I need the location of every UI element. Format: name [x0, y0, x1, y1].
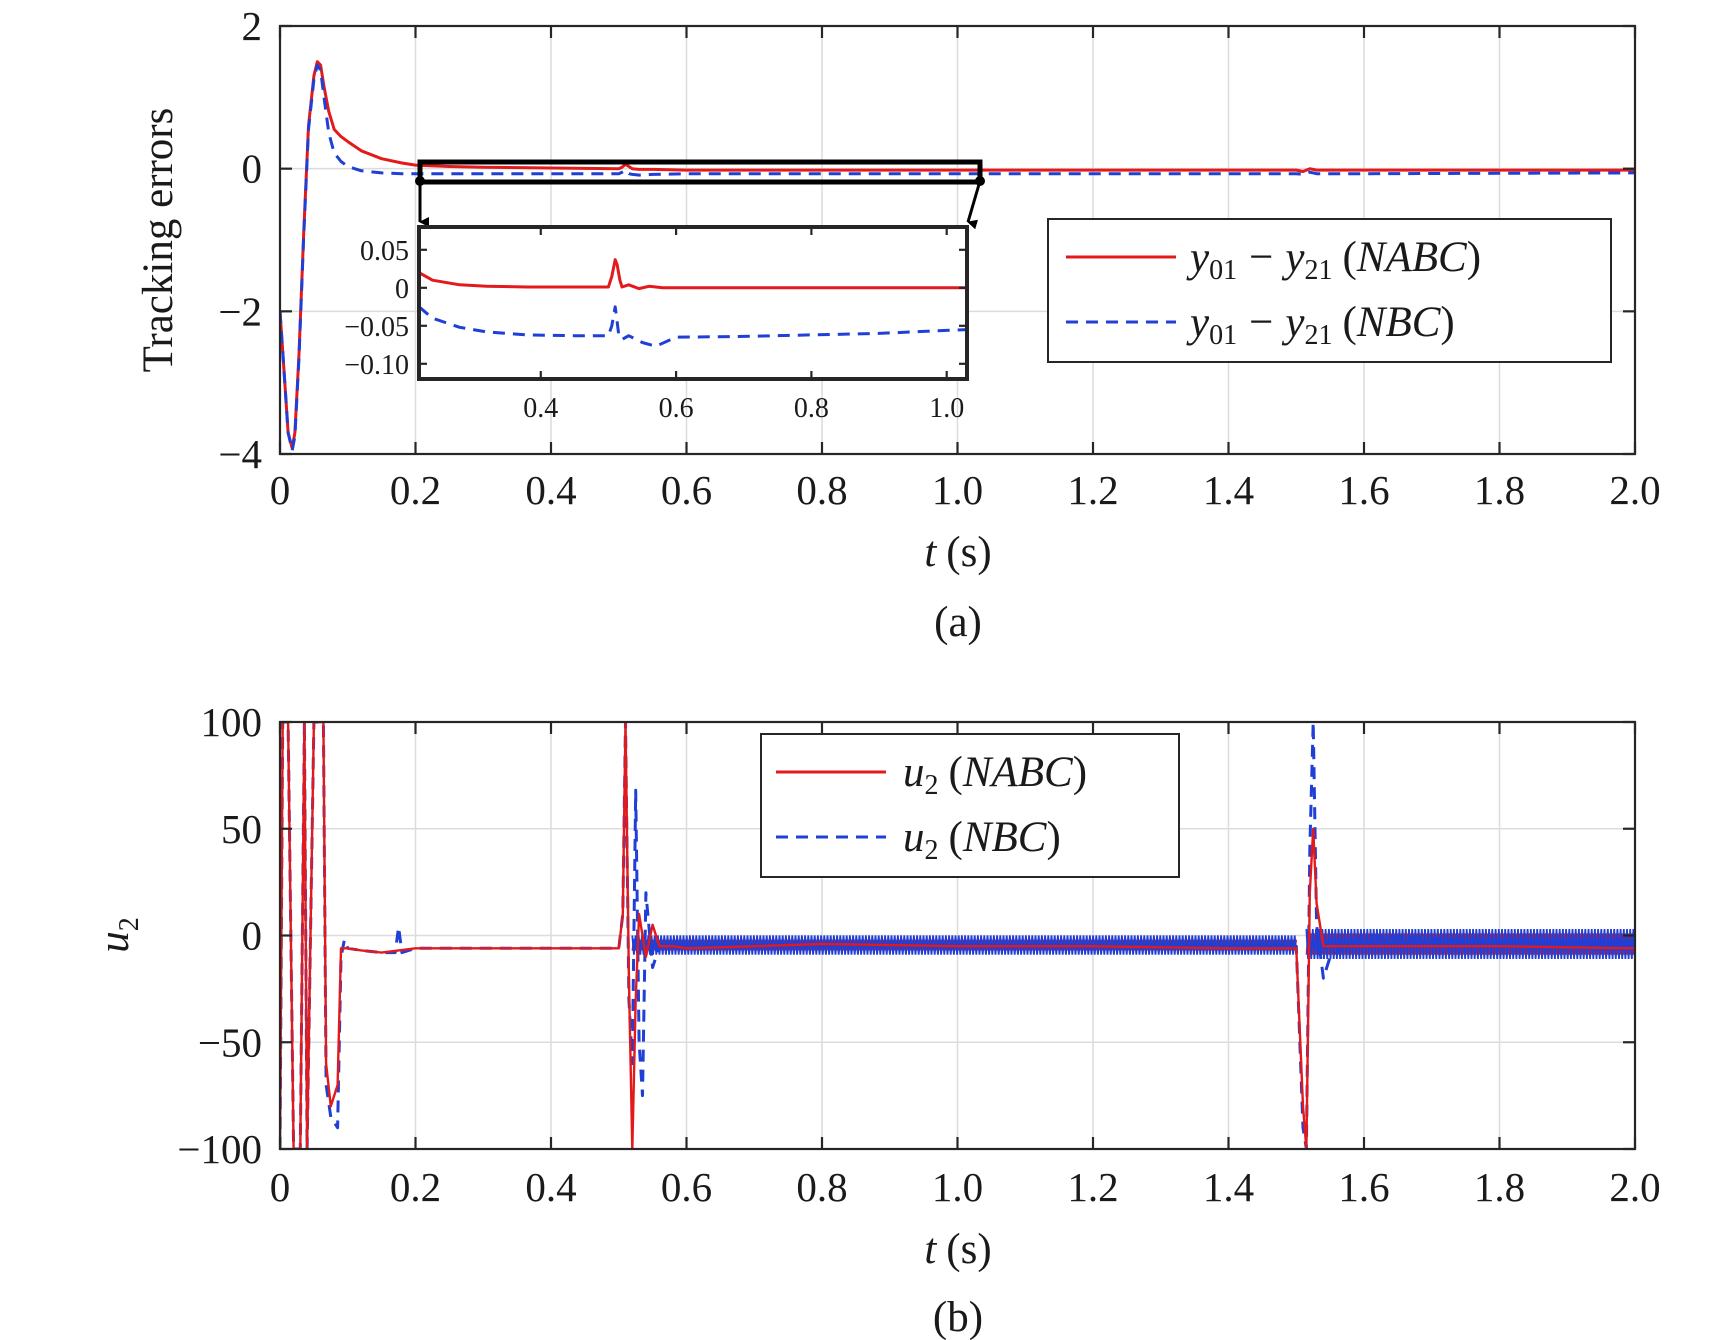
legend-b-box: [760, 733, 1180, 878]
panel-b-xtick-label: 1.4: [1203, 1164, 1254, 1210]
panel-a-xtick-label: 1.2: [1067, 467, 1118, 513]
panel-b-ytick-label: −100: [177, 1126, 262, 1172]
panel-b-ytick-label: 0: [242, 913, 263, 959]
inset: 0.4 0.6 0.8 1.0 0.05 0 −0.05 −0.10: [344, 225, 969, 424]
panel-a-ticks: 0 0.2 0.4 0.6 0.8 1.0 1.2 1.4 1.6 1.8 2.0 −4 −2 0 2: [218, 3, 1660, 513]
legend-a-box: [1047, 218, 1612, 363]
legend-a-label-nabc: y01− y21 (NABC): [1186, 234, 1481, 286]
inset-frame: [417, 225, 969, 381]
panel-b-ytick-label: −50: [198, 1019, 262, 1065]
panel-a-xtick-label: 1.0: [932, 467, 983, 513]
panel-b: 0 0.2 0.4 0.6 0.8 1.0 1.2 1.4 1.6 1.8 2.0 −100 −50 0 5…: [91, 699, 1661, 1340]
panel-b-xtick-label: 1.6: [1338, 1164, 1389, 1210]
panel-b-xtick-label: 0.8: [796, 1164, 847, 1210]
panel-b-xtick-label: 0.4: [525, 1164, 576, 1210]
panel-a-ylabel: Tracking errors: [135, 108, 182, 373]
panel-b-xtick-label: 0.6: [661, 1164, 712, 1210]
inset-xtick-label: 0.4: [523, 393, 558, 424]
series-nabc-line: [280, 722, 1635, 1149]
panel-b-xtick-label: 1.0: [932, 1164, 983, 1210]
inset-ytick-label: 0.05: [360, 236, 409, 267]
inset-ytick-label: −0.05: [344, 312, 409, 343]
legend-a-label-nbc: y01− y21 (NBC): [1186, 299, 1455, 351]
panel-a-xtick-label: 2.0: [1609, 467, 1660, 513]
inset-xtick-label: 1.0: [929, 393, 964, 424]
legend-b-label-nabc: u2 (NABC): [903, 749, 1087, 801]
panel-a-caption: (a): [934, 599, 982, 646]
zoom-box: [417, 159, 983, 185]
chatter-nbc: [1305, 929, 1635, 960]
panel-a-xtick-label: 0: [270, 467, 291, 513]
legend-a: y01− y21 (NABC) y01− y21 (NBC): [1047, 218, 1612, 363]
series-nbc-line: [280, 63, 1635, 452]
panel-a-xtick-label: 1.6: [1338, 467, 1389, 513]
inset-series-nabc-line: [419, 258, 967, 291]
panel-a-xtick-label: 0.8: [796, 467, 847, 513]
panel-a-xtick-label: 1.8: [1474, 467, 1525, 513]
panel-a-xtick-label: 1.4: [1203, 467, 1254, 513]
panel-a-ytick-label: 0: [242, 146, 263, 192]
panel-a-xlabel: t (s): [924, 529, 991, 576]
inset-series: [419, 258, 967, 348]
panel-b-xtick-label: 0: [270, 1164, 291, 1210]
panel-b-ytick-label: 50: [221, 806, 262, 852]
panel-a-ytick-label: 2: [242, 3, 263, 49]
inset-ytick-label: −0.10: [344, 350, 409, 381]
panel-a-ytick-label: −4: [218, 431, 262, 477]
zoom-arrow-right: [966, 180, 982, 230]
panel-b-ylabel: u2: [91, 917, 145, 953]
legend-b-label-nbc: u2 (NBC): [903, 814, 1061, 866]
panel-b-xtick-label: 0.2: [390, 1164, 441, 1210]
chatter-band-1: [1305, 929, 1635, 960]
panel-b-xtick-label: 1.8: [1474, 1164, 1525, 1210]
panel-a-xtick-label: 0.2: [390, 467, 441, 513]
panel-a-series: [280, 60, 1635, 452]
panel-b-ytick-label: 100: [201, 699, 263, 745]
panel-a-ytick-label: −2: [218, 288, 262, 334]
inset-background: [419, 227, 967, 379]
panel-b-series: [280, 722, 1635, 1149]
inset-xtick-label: 0.8: [794, 393, 829, 424]
panel-b-ticks: 0 0.2 0.4 0.6 0.8 1.0 1.2 1.4 1.6 1.8 2.0 −100 −50 0 5…: [177, 699, 1660, 1210]
inset-ytick-label: 0: [395, 274, 409, 305]
inset-ticks: 0.4 0.6 0.8 1.0 0.05 0 −0.05 −0.10: [344, 227, 967, 424]
panel-a-xtick-label: 0.4: [525, 467, 576, 513]
panel-b-xtick-label: 2.0: [1609, 1164, 1660, 1210]
panel-a-xtick-label: 0.6: [661, 467, 712, 513]
inset-xtick-label: 0.6: [659, 393, 694, 424]
legend-b: u2 (NABC) u2 (NBC): [760, 733, 1180, 878]
zoom-indicator: [415, 159, 985, 230]
panel-a: 0 0.2 0.4 0.6 0.8 1.0 1.2 1.4 1.6 1.8 2.0 −4 −2 0 2 0.…: [135, 3, 1661, 646]
panel-b-xlabel: t (s): [924, 1226, 991, 1273]
panel-b-xtick-label: 1.2: [1067, 1164, 1118, 1210]
panel-b-caption: (b): [933, 1294, 983, 1340]
inset-series-nbc-line: [419, 305, 967, 348]
